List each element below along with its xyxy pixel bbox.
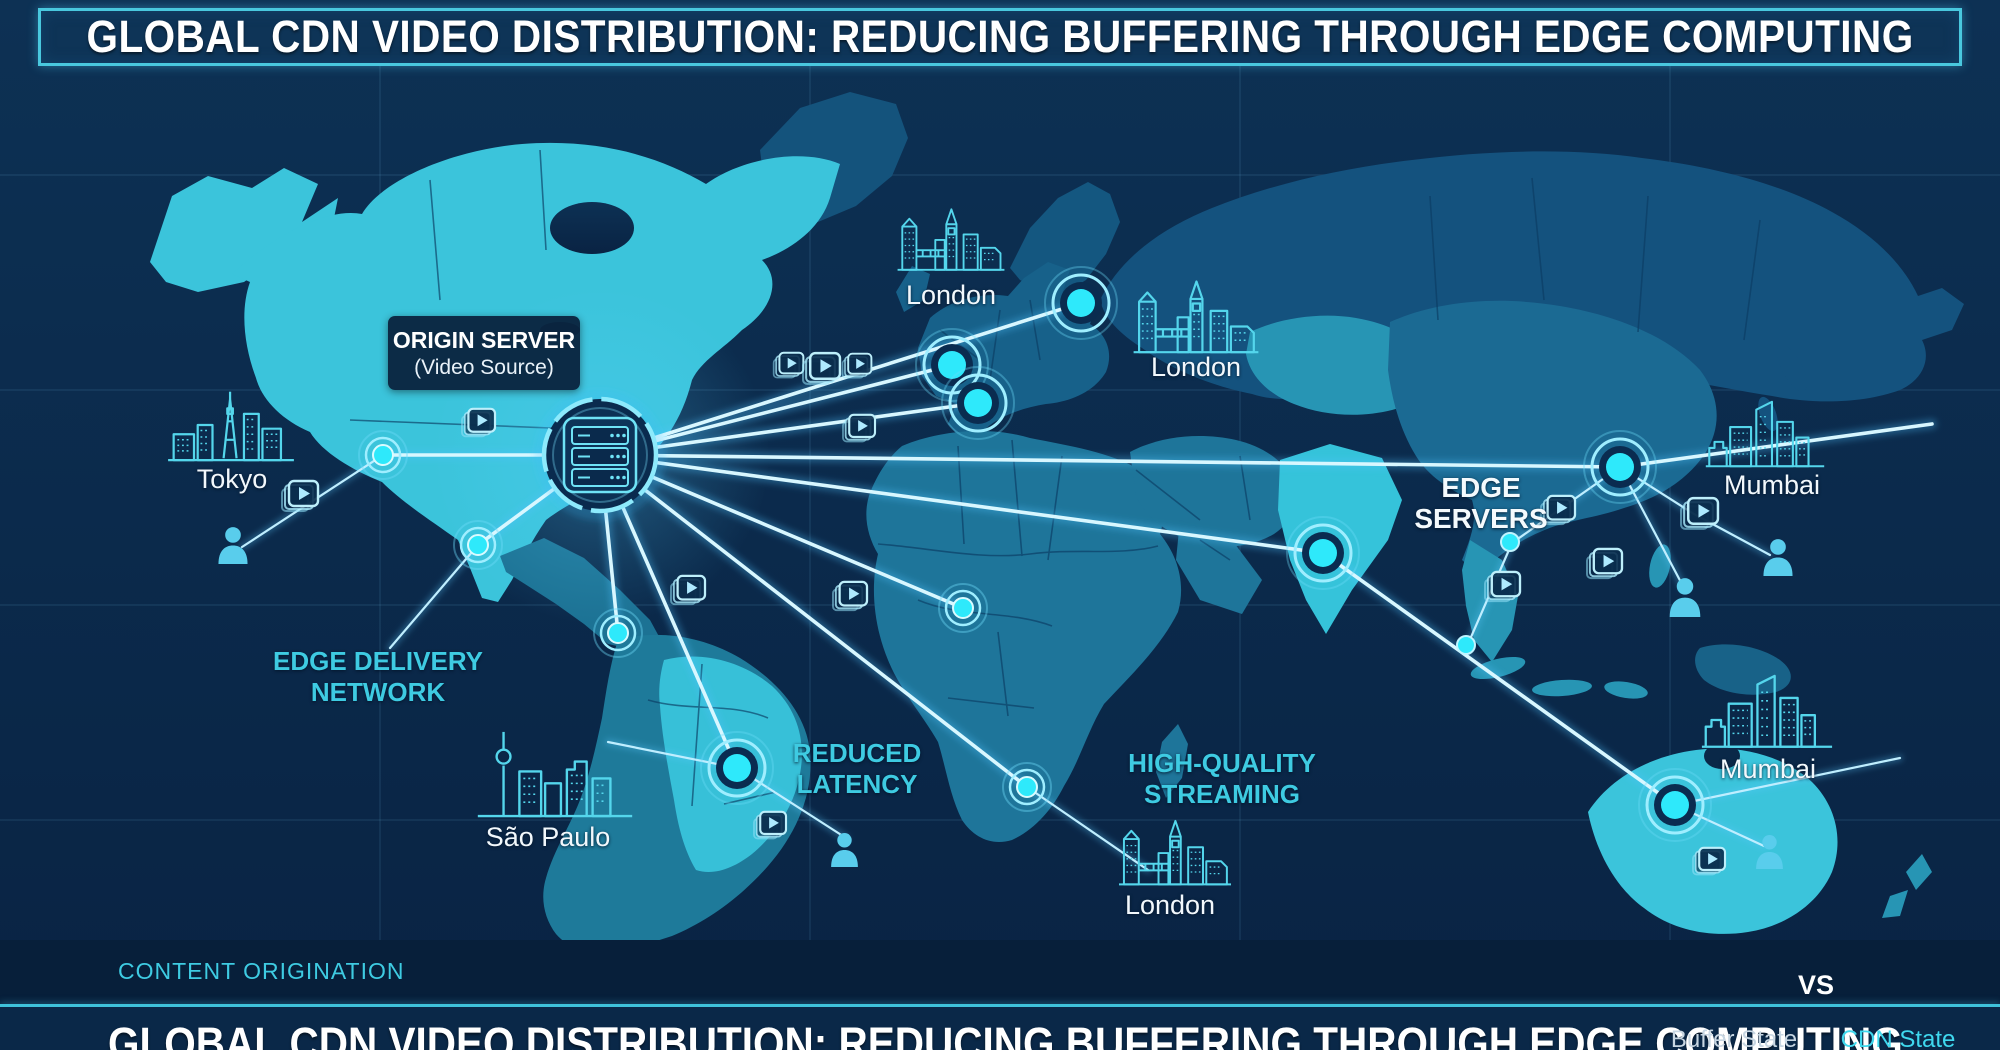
video-chunk-icon	[669, 574, 707, 606]
high-quality-streaming-label: HIGH-QUALITY STREAMING	[1128, 748, 1316, 809]
edge-node-icon	[937, 582, 989, 634]
video-chunk-icon	[1483, 570, 1522, 603]
edge-delivery-network-label: EDGE DELIVERY NETWORK	[273, 646, 483, 707]
footer-title-bar	[0, 1007, 2000, 1050]
reduced-latency-label: REDUCED LATENCY	[792, 738, 922, 799]
video-chunk-icon	[1585, 547, 1624, 580]
video-chunk-icon	[831, 580, 869, 612]
video-chunk-icon	[752, 810, 788, 840]
content-origination-label: CONTENT ORIGINATION	[118, 958, 405, 984]
city-label-tokyo: Tokyo	[196, 464, 268, 494]
origin-server-callout: ORIGIN SERVER (Video Source)	[388, 316, 580, 390]
video-chunk-icon	[280, 479, 320, 513]
edge-node-icon	[357, 429, 409, 481]
city-label-mumbai-1: Mumbai	[1723, 470, 1821, 500]
video-chunk-icon	[841, 352, 873, 379]
vs-label: VS	[1797, 970, 1835, 1000]
cdn-state-label: CDN State	[1840, 1026, 1956, 1050]
buffer-state-label: Buffer State	[1670, 1026, 1798, 1050]
city-label-london-2: London	[1150, 352, 1242, 382]
edge-node-icon	[1001, 761, 1053, 813]
origin-server-title: ORIGIN SERVER	[392, 326, 576, 353]
edge-node-icon	[1456, 635, 1476, 655]
edge-node-icon	[1500, 532, 1520, 552]
edge-node-icon	[452, 519, 504, 571]
city-label-sao-paulo: São Paulo	[485, 822, 611, 852]
origin-server-subtitle: (Video Source)	[414, 355, 554, 379]
video-chunk-icon	[1679, 496, 1720, 531]
footer-title: GLOBAL CDN VIDEO DISTRIBUTION: REDUCING …	[108, 1018, 1903, 1050]
city-label-london-1: London	[905, 280, 997, 310]
video-chunk-icon	[772, 351, 805, 379]
origin-server-icon	[534, 389, 666, 521]
video-chunk-icon	[801, 351, 842, 386]
footer-divider	[0, 1004, 2000, 1007]
city-label-london-3: London	[1124, 890, 1216, 920]
footer-strip	[0, 940, 2000, 1004]
edge-servers-label: EDGE SERVERS	[1414, 472, 1548, 534]
header-banner: GLOBAL CDN VIDEO DISTRIBUTION: REDUCING …	[38, 8, 1962, 66]
page-title: GLOBAL CDN VIDEO DISTRIBUTION: REDUCING …	[86, 11, 1914, 62]
video-chunk-icon	[1691, 846, 1727, 876]
edge-node-icon	[592, 607, 644, 659]
video-chunk-icon	[841, 413, 877, 443]
video-chunk-icon	[460, 407, 497, 438]
city-label-mumbai-2: Mumbai	[1719, 754, 1817, 784]
